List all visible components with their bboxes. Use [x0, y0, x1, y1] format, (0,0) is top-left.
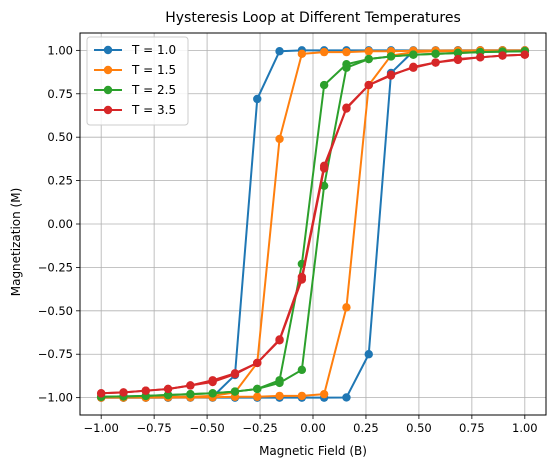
data-point — [275, 376, 284, 385]
data-point — [275, 335, 284, 344]
ticks: −1.00 −0.75 −0.50 −0.25 0.00 0.25 0.50 0.75 1.00… — [38, 43, 538, 435]
y-tick-label: 1.00 — [47, 43, 73, 57]
legend-box — [86, 36, 189, 126]
data-point — [319, 80, 329, 90]
chart-title: Hysteresis Loop at Different Temperature… — [165, 10, 461, 26]
data-point — [364, 47, 373, 56]
legend-label: T = 1.0 — [131, 43, 176, 57]
data-point — [453, 55, 463, 65]
data-point — [319, 389, 329, 399]
data-point — [364, 54, 373, 64]
data-point — [275, 134, 284, 144]
data-point — [431, 49, 440, 59]
data-point — [275, 47, 284, 56]
series-layer — [96, 46, 530, 402]
data-point — [386, 52, 396, 61]
legend: T = 1.0 T = 1.5 T = 2.5 T = 3.5 — [86, 36, 189, 126]
legend-label: T = 3.5 — [131, 103, 176, 117]
data-point — [297, 272, 307, 282]
legend-label: T = 2.5 — [131, 83, 176, 97]
data-point — [386, 71, 396, 80]
data-point — [141, 386, 150, 395]
data-point — [208, 377, 217, 387]
data-point — [342, 303, 351, 312]
data-point — [230, 387, 240, 396]
x-tick-label: 0.50 — [406, 421, 432, 435]
legend-marker — [103, 105, 113, 115]
data-point — [186, 381, 195, 390]
y-tick-label: −0.25 — [38, 260, 73, 274]
x-tick-label: 1.00 — [512, 421, 538, 435]
legend-marker — [103, 85, 113, 95]
legend-label: T = 1.5 — [131, 63, 176, 77]
data-point — [119, 388, 128, 397]
x-tick-label: −0.25 — [242, 421, 277, 435]
data-point — [253, 94, 262, 104]
data-point — [364, 350, 373, 359]
legend-marker — [103, 45, 113, 55]
data-point — [342, 104, 351, 113]
y-axis-label: Magnetization (M) — [9, 188, 23, 297]
data-point — [208, 389, 217, 398]
data-point — [431, 58, 440, 67]
x-tick-label: 0.25 — [353, 421, 379, 435]
x-tick-label: −0.75 — [137, 421, 172, 435]
data-point — [453, 48, 463, 58]
data-point — [186, 389, 195, 399]
legend-marker — [103, 65, 113, 75]
y-tick-label: 0.25 — [47, 174, 73, 188]
data-point — [96, 389, 106, 398]
data-point — [364, 80, 373, 90]
data-point — [297, 49, 307, 59]
data-point — [520, 50, 530, 59]
x-tick-label: −1.00 — [84, 421, 119, 435]
data-point — [342, 393, 351, 402]
x-tick-label: −0.50 — [189, 421, 224, 435]
data-point — [297, 365, 307, 375]
data-point — [409, 50, 418, 59]
y-tick-label: 0.50 — [47, 130, 73, 144]
x-axis-label: Magnetic Field (B) — [259, 444, 367, 458]
y-tick-label: −1.00 — [38, 391, 73, 405]
data-point — [275, 391, 284, 401]
data-point — [342, 60, 351, 69]
data-point — [230, 370, 240, 379]
x-tick-label: 0.00 — [300, 421, 326, 435]
y-tick-label: 0.00 — [47, 217, 73, 231]
data-point — [163, 384, 173, 394]
series-4 — [96, 50, 530, 398]
data-point — [409, 62, 418, 72]
data-point — [342, 47, 351, 57]
data-point — [319, 161, 329, 171]
data-point — [253, 358, 262, 368]
data-point — [498, 51, 507, 60]
y-tick-label: −0.50 — [38, 304, 73, 318]
x-tick-label: 0.75 — [459, 421, 485, 435]
data-point — [476, 53, 485, 62]
data-point — [163, 390, 173, 400]
y-tick-label: 0.75 — [47, 87, 73, 101]
data-point — [253, 392, 262, 401]
data-point — [253, 384, 262, 394]
y-tick-label: −0.75 — [38, 347, 73, 361]
data-point — [319, 47, 329, 57]
data-point — [297, 391, 307, 401]
